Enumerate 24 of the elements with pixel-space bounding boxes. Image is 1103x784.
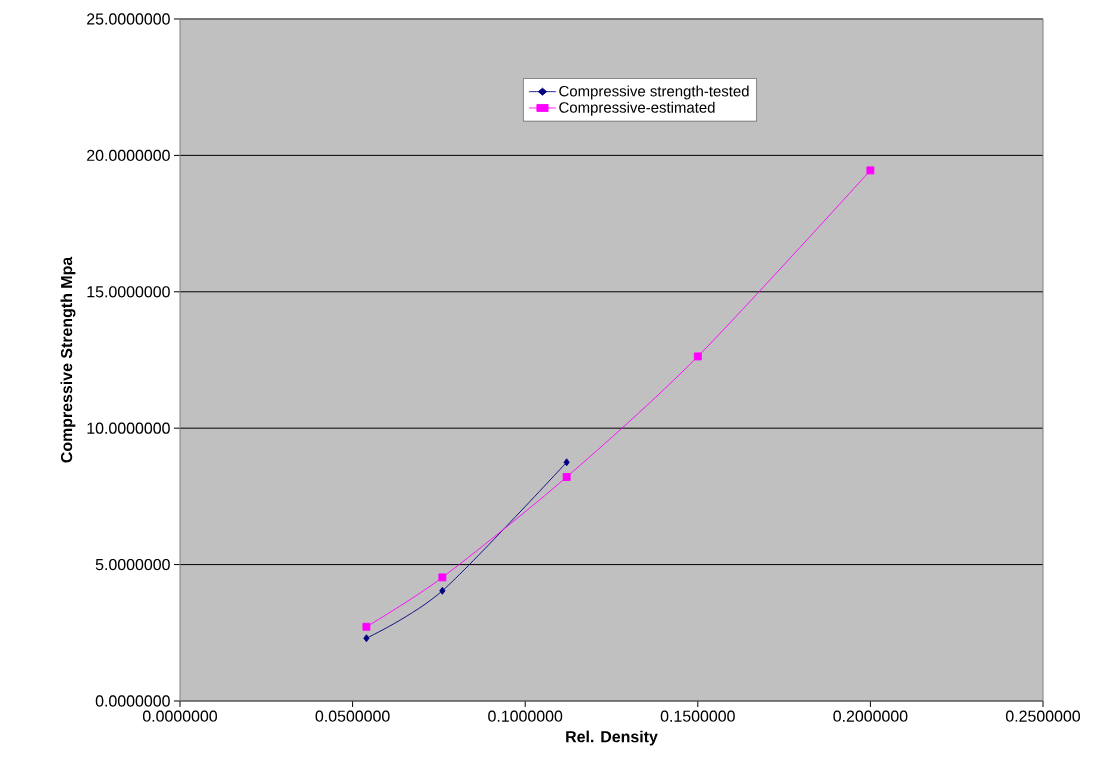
x-tick-label: 0.2500000: [1005, 710, 1081, 722]
x-axis-title: Rel. Density: [566, 730, 658, 746]
x-tick-label: 0.0500000: [315, 710, 390, 722]
x-tick-label: 0.2000000: [833, 710, 908, 722]
x-tick-label: 0.1500000: [660, 710, 735, 722]
legend-label: Compressive strength-tested: [559, 85, 749, 100]
point: [562, 473, 571, 481]
x-tick-label: 0.0000000: [142, 710, 218, 722]
point: [563, 458, 570, 467]
x-tick-label: 0.1000000: [488, 710, 563, 722]
y-tick-label: 10.0000000: [87, 422, 170, 434]
y-tick-label: 25.0000000: [87, 13, 170, 25]
point: [439, 586, 446, 595]
y-tick-label: 5.0000000: [95, 558, 170, 571]
legend-label: Compressive-estimated: [559, 101, 715, 116]
point: [693, 352, 702, 361]
y-tick-label: 15.0000000: [87, 286, 170, 298]
y-axis-title: Compressive Strength Mpa: [60, 256, 76, 463]
y-tick-label: 0.0000000: [95, 695, 170, 707]
point: [363, 634, 370, 643]
point: [438, 573, 447, 582]
y-tick-label: 20.0000000: [87, 149, 170, 162]
point: [866, 166, 875, 175]
point: [362, 622, 371, 631]
